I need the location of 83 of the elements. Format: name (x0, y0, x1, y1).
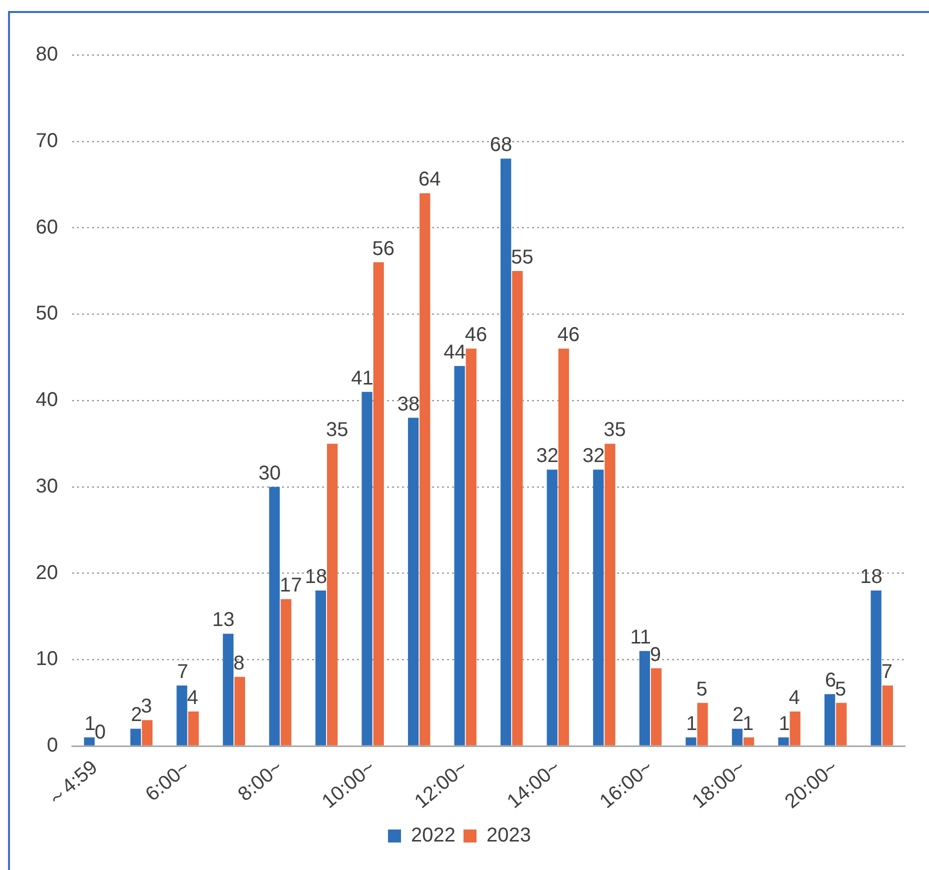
bar (142, 720, 153, 746)
bar (408, 418, 419, 746)
bar (558, 348, 570, 746)
bar (836, 702, 847, 746)
y-tick-label: 10 (36, 648, 58, 670)
bar (130, 728, 141, 746)
bar (593, 470, 604, 746)
data-label: 2 (732, 704, 744, 726)
data-label: 64 (418, 168, 441, 191)
y-tick-label: 60 (36, 216, 58, 238)
legend-label: 2023 (486, 824, 531, 847)
bar (454, 366, 465, 746)
bar (466, 348, 476, 746)
y-tick-label: 50 (36, 302, 58, 325)
data-label: 4 (187, 686, 198, 709)
data-label: 68 (490, 134, 512, 156)
data-label: 3 (140, 696, 152, 718)
data-label: 38 (397, 393, 420, 416)
data-label: 13 (212, 609, 235, 632)
bar (315, 590, 326, 746)
bar (639, 650, 650, 746)
data-label: 35 (604, 419, 626, 442)
data-label: 8 (233, 652, 245, 674)
bar (743, 737, 754, 746)
legend-label: 2022 (411, 824, 456, 847)
data-label: 9 (650, 644, 662, 666)
bar (176, 686, 188, 746)
data-label: 46 (557, 324, 580, 346)
data-label: 7 (177, 661, 188, 684)
bar (222, 634, 234, 746)
data-label: 46 (464, 324, 488, 346)
bar (188, 711, 199, 746)
data-label: 0 (94, 722, 106, 744)
y-tick-label: 70 (36, 130, 58, 152)
bar (512, 270, 523, 746)
bar (870, 590, 882, 746)
bar (790, 711, 800, 746)
bar (373, 262, 384, 746)
data-label: 4 (788, 686, 800, 709)
bar (420, 193, 430, 746)
data-label: 7 (881, 661, 892, 684)
data-label: 5 (835, 678, 846, 700)
y-tick-label: 20 (36, 562, 58, 584)
y-tick-label: 0 (46, 734, 58, 757)
data-label: 2 (130, 704, 142, 726)
data-label: 6 (824, 670, 836, 692)
bar (604, 444, 616, 746)
bar (650, 668, 662, 746)
data-label: 41 (351, 367, 374, 390)
bar (269, 486, 280, 746)
data-label: 35 (326, 419, 348, 442)
y-tick-label: 80 (36, 44, 58, 66)
bar (326, 444, 338, 746)
data-label: 44 (444, 341, 466, 364)
data-label: 18 (860, 566, 882, 588)
data-label: 18 (304, 566, 328, 588)
bar (824, 694, 836, 746)
bar (500, 158, 512, 746)
data-label: 11 (630, 626, 652, 649)
bar (697, 702, 708, 746)
bar (84, 737, 95, 746)
bar (882, 686, 893, 746)
bar (686, 737, 696, 746)
y-tick-label: 40 (36, 389, 58, 412)
data-label: 30 (258, 462, 281, 484)
data-label: 55 (511, 246, 534, 268)
data-label: 1 (84, 712, 96, 735)
data-label: 56 (372, 238, 395, 260)
data-label: 1 (778, 712, 790, 735)
data-label: 17 (280, 574, 302, 597)
data-label: 32 (536, 445, 558, 468)
bar (732, 728, 743, 746)
data-label: 32 (582, 445, 605, 468)
y-tick-label: 30 (36, 475, 58, 498)
x-tick-label: ～4:59 (42, 756, 102, 812)
bar (362, 392, 372, 746)
bar (546, 470, 558, 746)
data-label: 1 (686, 712, 698, 735)
data-label: 5 (696, 678, 708, 700)
bar (280, 599, 292, 746)
bar (778, 737, 789, 746)
data-label: 1 (742, 712, 754, 735)
bar (234, 676, 246, 746)
